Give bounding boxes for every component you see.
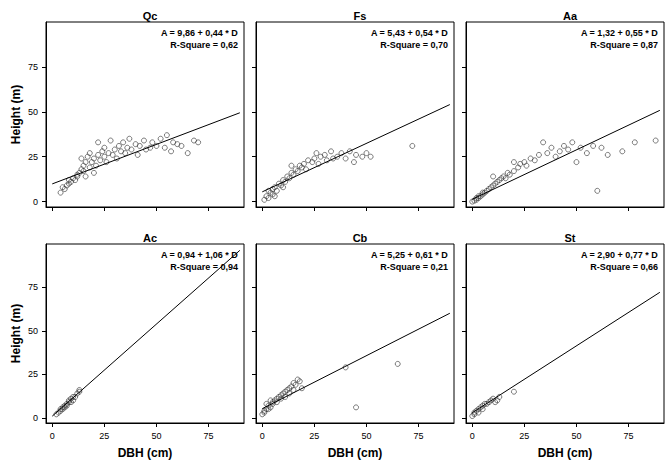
- svg-text:0: 0: [33, 197, 38, 207]
- svg-text:0: 0: [470, 431, 475, 441]
- svg-text:R-Square = 0,21: R-Square = 0,21: [380, 262, 448, 272]
- svg-text:25: 25: [28, 152, 38, 162]
- svg-text:50: 50: [151, 431, 161, 441]
- svg-text:75: 75: [414, 431, 424, 441]
- svg-text:R-Square = 0,87: R-Square = 0,87: [590, 40, 658, 50]
- svg-text:75: 75: [204, 431, 214, 441]
- svg-text:A = 2,90 + 0,77 * D: A = 2,90 + 0,77 * D: [581, 250, 658, 260]
- svg-text:R-Square = 0,94: R-Square = 0,94: [170, 262, 238, 272]
- svg-text:St: St: [565, 232, 576, 244]
- svg-text:DBH (cm): DBH (cm): [328, 446, 383, 460]
- svg-text:0: 0: [260, 431, 265, 441]
- svg-text:Height (m): Height (m): [9, 304, 23, 363]
- svg-text:75: 75: [28, 62, 38, 72]
- svg-text:25: 25: [519, 431, 529, 441]
- svg-text:0: 0: [33, 413, 38, 423]
- svg-text:25: 25: [99, 431, 109, 441]
- svg-text:DBH (cm): DBH (cm): [538, 446, 593, 460]
- svg-text:50: 50: [28, 326, 38, 336]
- svg-text:50: 50: [28, 107, 38, 117]
- svg-text:A = 9,86 + 0,44 * D: A = 9,86 + 0,44 * D: [161, 28, 238, 38]
- svg-text:25: 25: [28, 369, 38, 379]
- svg-text:DBH (cm): DBH (cm): [118, 446, 173, 460]
- svg-text:R-Square = 0,62: R-Square = 0,62: [170, 40, 238, 50]
- svg-text:Height (m): Height (m): [9, 85, 23, 144]
- svg-text:Qc: Qc: [143, 10, 158, 22]
- svg-text:50: 50: [571, 431, 581, 441]
- svg-text:0: 0: [50, 431, 55, 441]
- svg-text:A = 5,25 + 0,61 * D: A = 5,25 + 0,61 * D: [371, 250, 448, 260]
- svg-text:75: 75: [28, 282, 38, 292]
- svg-text:A = 1,32 + 0,55 * D: A = 1,32 + 0,55 * D: [581, 28, 658, 38]
- svg-text:Ac: Ac: [143, 232, 157, 244]
- svg-text:50: 50: [361, 431, 371, 441]
- svg-text:Cb: Cb: [353, 232, 368, 244]
- svg-text:A = 5,43 + 0,54 * D: A = 5,43 + 0,54 * D: [371, 28, 448, 38]
- svg-text:Fs: Fs: [354, 10, 367, 22]
- svg-text:R-Square = 0,70: R-Square = 0,70: [380, 40, 448, 50]
- svg-text:R-Square = 0,66: R-Square = 0,66: [590, 262, 658, 272]
- svg-text:25: 25: [309, 431, 319, 441]
- svg-text:75: 75: [624, 431, 634, 441]
- svg-text:A = 0,94 + 1,06 * D: A = 0,94 + 1,06 * D: [161, 250, 238, 260]
- svg-text:Aa: Aa: [563, 10, 578, 22]
